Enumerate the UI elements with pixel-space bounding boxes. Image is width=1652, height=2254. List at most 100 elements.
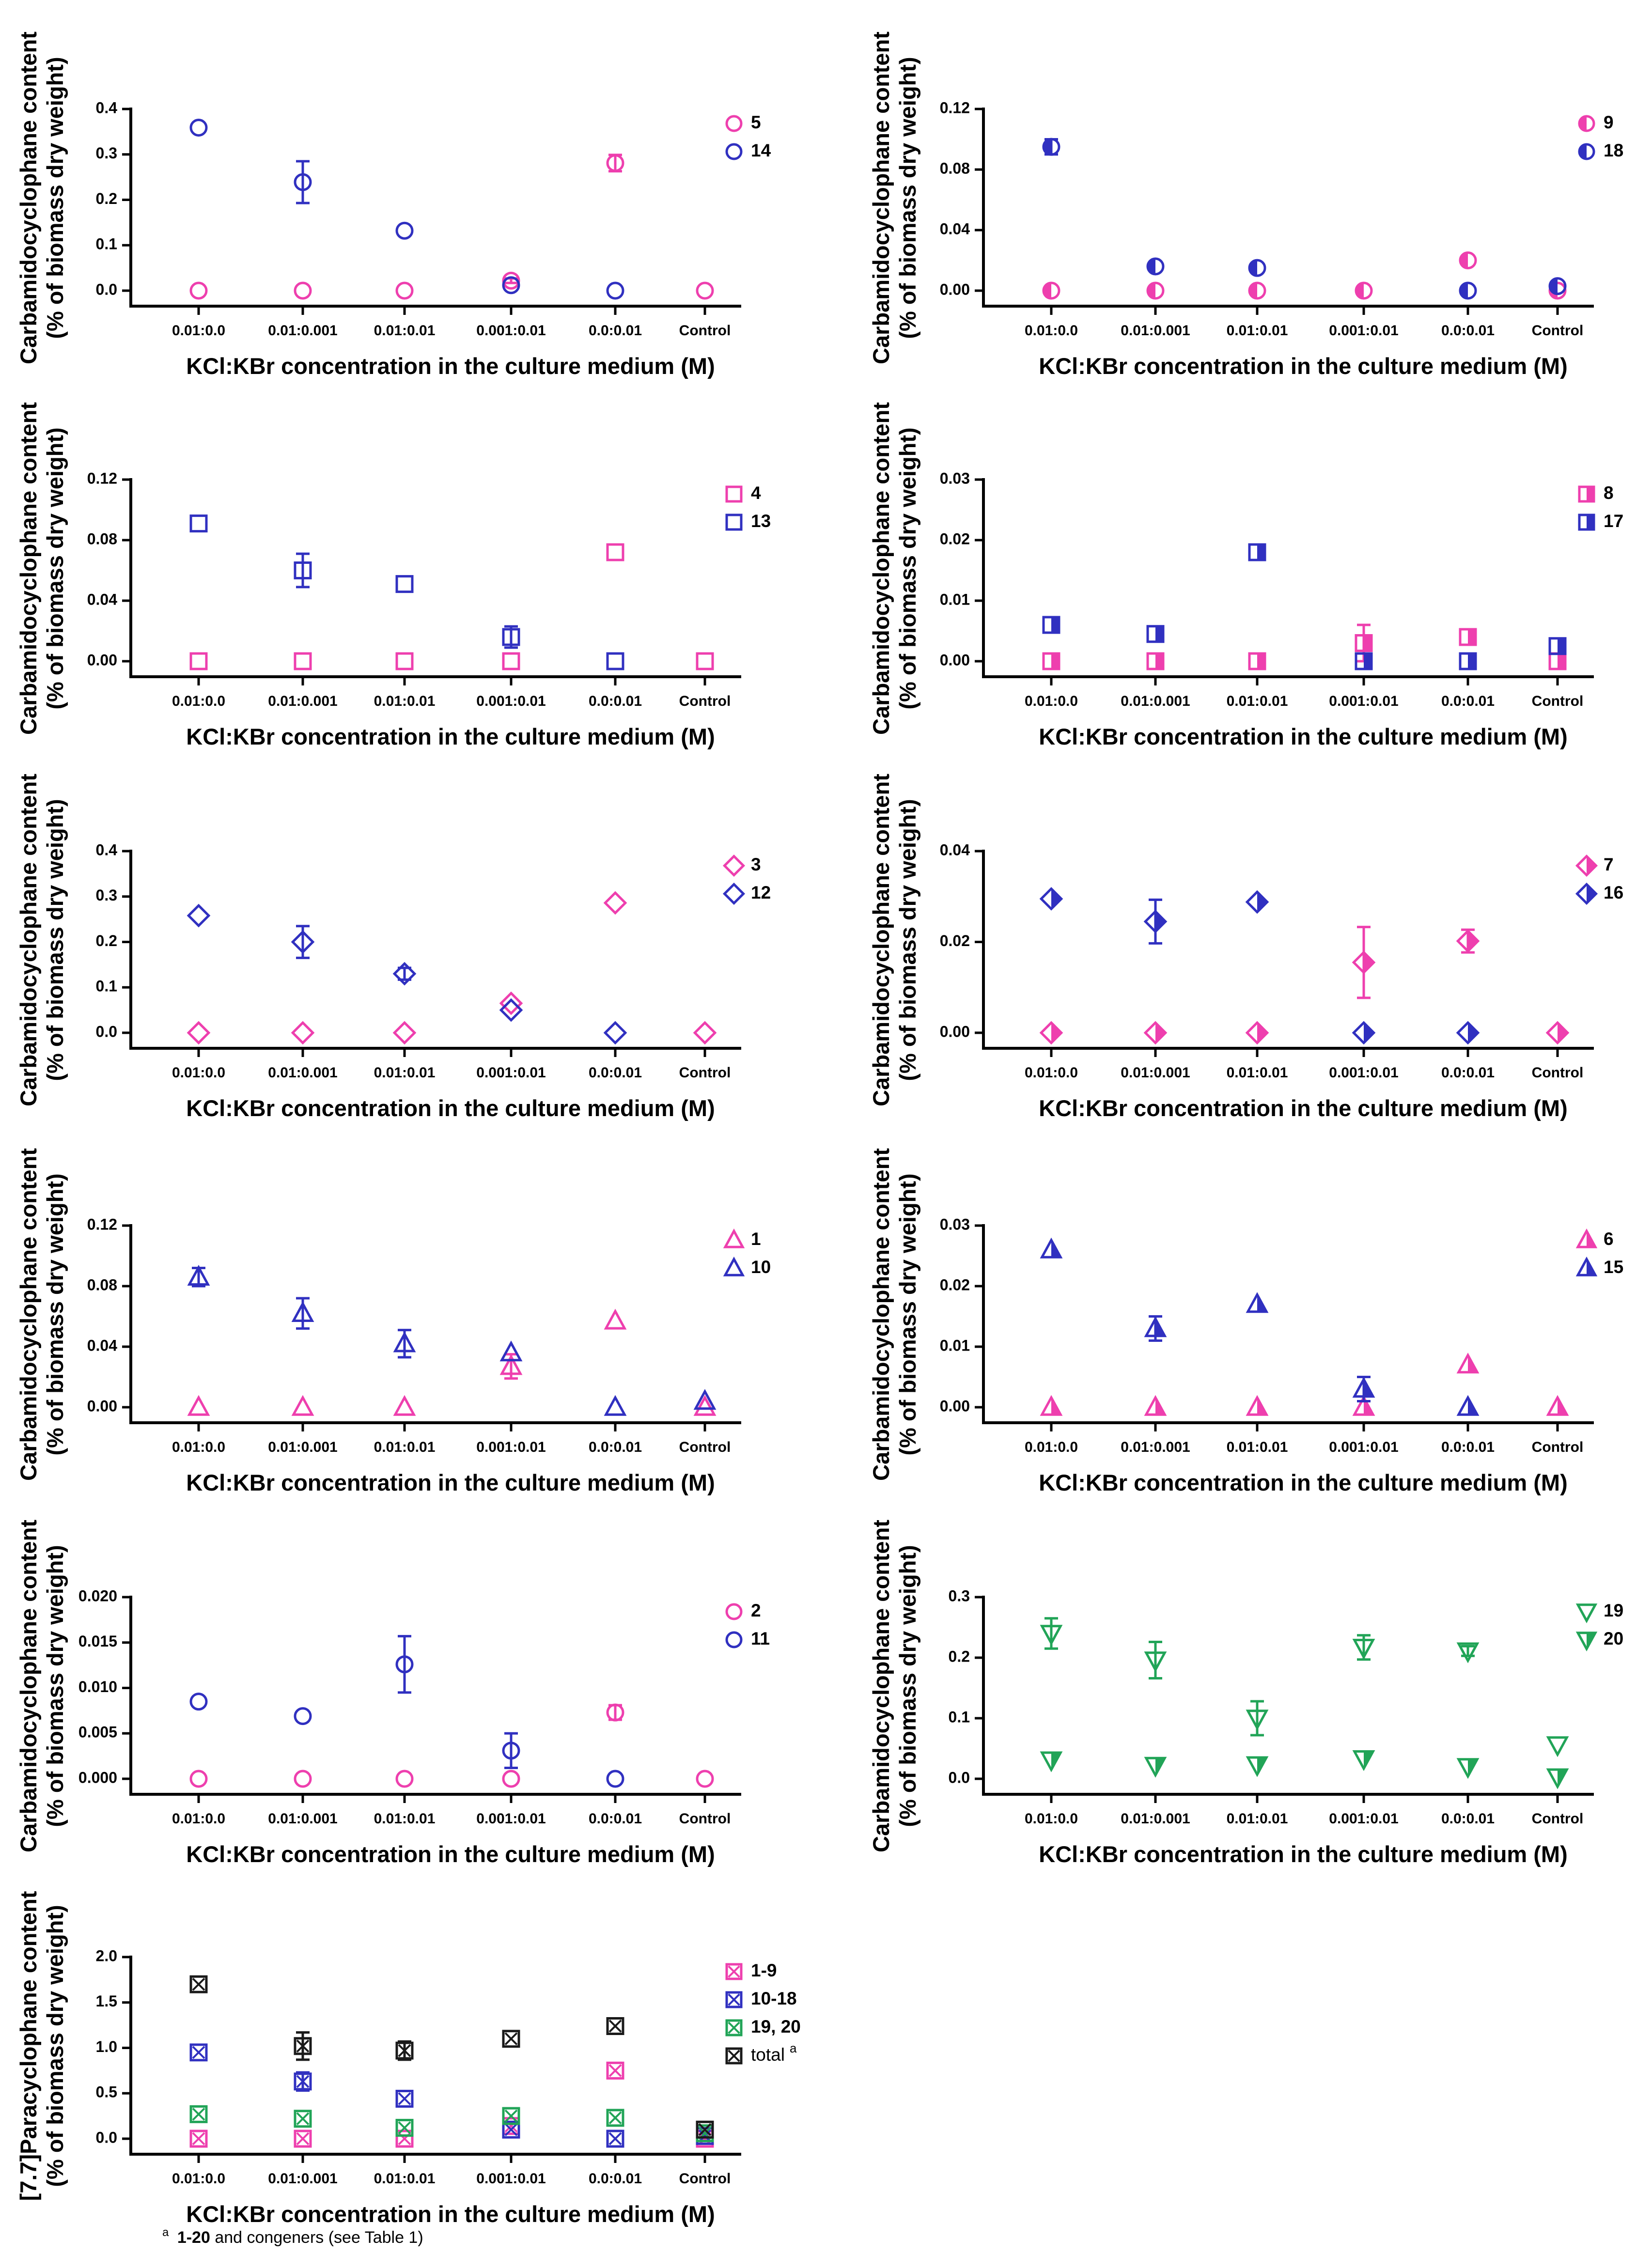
x-tick-label: 0.001:0.01: [476, 1065, 545, 1081]
x-tick-label: 0.01:0.001: [1121, 323, 1190, 339]
y-tick-label: 0.00: [940, 1397, 970, 1415]
data-point: [1040, 1751, 1063, 1772]
legend: 211: [725, 1601, 770, 1648]
y-axis-title: Carbamidocyclophane content (% of biomass…: [868, 31, 920, 364]
x-tick-label: 0.01:0.001: [268, 1439, 337, 1455]
x-tick-label: Control: [1532, 323, 1584, 339]
data-point: [1456, 1352, 1480, 1374]
legend-marker: [725, 1963, 743, 1980]
legend-marker: [1575, 1632, 1598, 1651]
svg-text:[7.7]Paracyclophane content: [7.7]Paracyclophane content: [16, 1891, 41, 2201]
y-tick-label: 0.08: [87, 530, 117, 547]
data-point: [1459, 281, 1477, 300]
legend-label: 1-9: [751, 1960, 777, 1980]
x-tick-label: 0.001:0.01: [1329, 693, 1398, 709]
data-point: [502, 652, 520, 670]
legend-marker: [722, 882, 746, 905]
legend-marker: [725, 1603, 743, 1620]
data-point: [502, 2107, 520, 2125]
legend-label: 17: [1604, 511, 1623, 531]
legend-marker: [1575, 1257, 1598, 1276]
data-point: [189, 1693, 208, 1711]
y-axis-title: Carbamidocyclophane content (% of biomass…: [16, 1148, 68, 1481]
series-19-20: [189, 2105, 714, 2143]
svg-text:Carbamidocyclophane content: Carbamidocyclophane content: [868, 1520, 894, 1852]
series-7: [1039, 926, 1570, 1045]
data-point: [1246, 1292, 1269, 1313]
data-point: [604, 1308, 627, 1330]
x-tick-label: 0.01:0.01: [374, 323, 436, 339]
data-point: [606, 2061, 624, 2080]
x-tick-label: 0.0:0.01: [589, 693, 642, 709]
legend-marker: [1575, 1603, 1598, 1623]
x-tick-label: 0.01:0.001: [1121, 693, 1190, 709]
y-tick-label: 0.00: [940, 1023, 970, 1040]
x-tick-label: 0.0:0.01: [589, 1065, 642, 1081]
data-point: [1548, 637, 1567, 655]
y-tick-label: 0.01: [940, 1337, 970, 1354]
legend-marker: [725, 1991, 743, 2008]
x-tick-label: 0.01:0.01: [374, 2171, 436, 2187]
data-point: [1355, 634, 1373, 652]
x-tick-label: 0.01:0.0: [172, 1439, 225, 1455]
x-axis-title: KCl:KBr concentration in the culture med…: [1039, 1841, 1568, 1867]
data-point: [189, 652, 208, 670]
x-tick-label: 0.001:0.01: [476, 693, 545, 709]
y-axis-title: Carbamidocyclophane content (% of biomass…: [868, 402, 920, 735]
svg-text:Carbamidocyclophane content: Carbamidocyclophane content: [16, 402, 41, 735]
data-point: [294, 2130, 312, 2148]
chart-panel-9: 0.000 0.005 0.010 0.015 0.020 0.01:0.0 0.01:0.…: [16, 1520, 770, 1867]
data-point: [1352, 1395, 1375, 1416]
x-tick-label: 0.01:0.001: [1121, 1811, 1190, 1827]
x-tick-label: 0.0:0.01: [589, 2171, 642, 2187]
y-tick-label: 1.0: [96, 2038, 117, 2055]
legend-label: 10: [751, 1257, 771, 1277]
data-point: [604, 1395, 627, 1416]
y-axis-title: Carbamidocyclophane content (% of biomass…: [868, 1148, 920, 1481]
data-point: [1352, 950, 1376, 975]
series-1: [187, 1308, 717, 1416]
data-point: [395, 2119, 414, 2137]
series-14: [189, 118, 624, 300]
x-tick-label: 0.001:0.01: [1329, 1065, 1398, 1081]
data-point: [187, 903, 211, 928]
series-16: [1039, 887, 1480, 1045]
data-point: [294, 281, 312, 300]
legend: 615: [1575, 1228, 1623, 1277]
data-point: [291, 1021, 315, 1045]
data-point: [1355, 281, 1373, 300]
x-axis-title: KCl:KBr concentration in the culture med…: [1039, 1470, 1568, 1495]
y-tick-label: 0.08: [87, 1276, 117, 1293]
x-tick-label: 0.01:0.0: [172, 693, 225, 709]
data-point: [189, 2043, 208, 2062]
series-20: [1040, 1750, 1569, 1789]
data-point: [294, 652, 312, 670]
data-point: [499, 1354, 523, 1375]
x-tick-label: 0.01:0.01: [1227, 1439, 1288, 1455]
y-tick-label: 0.1: [949, 1708, 970, 1725]
data-point: [294, 561, 312, 579]
legend-label: 2: [751, 1601, 761, 1620]
svg-text:Carbamidocyclophane content: Carbamidocyclophane content: [868, 31, 894, 364]
data-point: [291, 1395, 314, 1416]
legend-label: 1: [751, 1229, 761, 1249]
legend-label: 4: [751, 483, 761, 503]
data-point: [395, 652, 414, 670]
data-point: [294, 2037, 312, 2055]
data-point: [606, 2017, 624, 2035]
data-point: [606, 2109, 624, 2127]
x-tick-label: 0.0:0.01: [1441, 693, 1495, 709]
data-point: [189, 118, 208, 137]
x-tick-label: Control: [679, 1065, 731, 1081]
y-tick-label: 0.2: [96, 932, 117, 949]
y-tick-label: 0.020: [78, 1587, 117, 1604]
x-tick-label: 0.0:0.01: [589, 323, 642, 339]
data-point: [1352, 1377, 1375, 1398]
data-point: [1245, 890, 1269, 914]
data-point: [1042, 652, 1060, 670]
data-point: [189, 2105, 208, 2123]
data-point: [1146, 652, 1165, 670]
legend-label: 14: [751, 140, 771, 160]
x-axis-title: KCl:KBr concentration in the culture med…: [1039, 1095, 1568, 1121]
x-tick-label: 0.001:0.01: [476, 2171, 545, 2187]
